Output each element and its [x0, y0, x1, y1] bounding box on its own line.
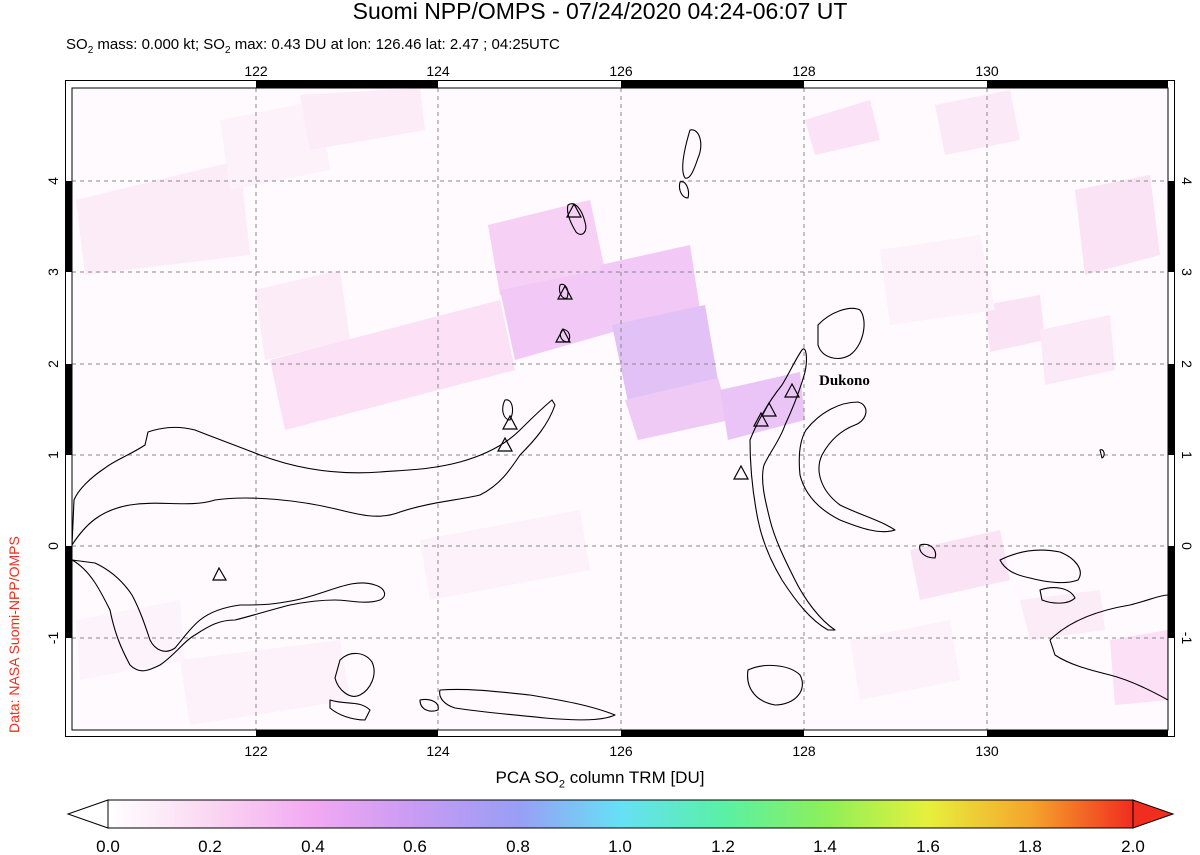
- lon-tick-label: 122: [244, 63, 268, 79]
- lon-tick-label: 130: [975, 63, 999, 79]
- lon-tick-label: 130: [975, 743, 999, 759]
- lon-tick-label: 128: [792, 743, 816, 759]
- colorbar: [66, 799, 1175, 829]
- volcano-icon: [556, 284, 574, 300]
- lat-tick-label: 1: [1179, 451, 1195, 459]
- colorbar-tick-label: 1.4: [813, 837, 837, 855]
- colorbar-tick-label: 0.6: [403, 837, 427, 855]
- lat-tick-label: 1: [45, 451, 61, 459]
- volcano-icon: [732, 464, 750, 480]
- lat-tick-label: 3: [45, 268, 61, 276]
- lon-tick-label: 122: [244, 743, 268, 759]
- lat-labels-left: 4 3 2 1 0 -1: [45, 177, 61, 644]
- halmahera-coastline: [749, 348, 836, 631]
- volcano-icon: [501, 414, 519, 430]
- colorbar-tick-label: 0.0: [96, 837, 120, 855]
- sulawesi-arms: [72, 559, 386, 672]
- lon-tick-label: 126: [609, 743, 633, 759]
- lon-tick-label: 128: [792, 63, 816, 79]
- lat-tick-label: 4: [45, 177, 61, 185]
- colorbar-ticks: 0.0 0.2 0.4 0.6 0.8 1.0 1.2 1.4 1.6 1.8 …: [96, 837, 1145, 855]
- colorbar-tick-label: 1.2: [711, 837, 735, 855]
- volcano-icon: [554, 327, 572, 343]
- volcano-icon: [752, 411, 770, 427]
- lat-tick-label: 4: [1179, 177, 1195, 185]
- lon-tick-label: 124: [426, 743, 450, 759]
- volcano-icon: [212, 566, 228, 581]
- dukono-label: Dukono: [819, 373, 870, 389]
- colorbar-tick-label: 0.8: [506, 837, 530, 855]
- volcano-icon: [783, 382, 801, 398]
- so2-summary: SO2 mass: 0.000 kt; SO2 max: 0.43 DU at …: [66, 36, 560, 56]
- border-bars: [65, 81, 1175, 736]
- lon-labels-bottom: 122 124 126 128 130: [244, 743, 999, 759]
- colorbar-tick-label: 1.6: [916, 837, 940, 855]
- lon-tick-label: 126: [609, 63, 633, 79]
- lat-tick-label: 2: [1179, 360, 1195, 368]
- volcano-markers: [212, 202, 801, 581]
- volcano-icon: [496, 436, 514, 452]
- lon-tick-label: 124: [426, 63, 450, 79]
- so2-pixels: [76, 88, 1168, 725]
- coastlines: [72, 129, 1168, 721]
- colorbar-gradient: [107, 799, 1134, 829]
- lat-tick-label: 3: [1179, 268, 1195, 276]
- lat-tick-label: 0: [45, 542, 61, 550]
- colorbar-tick-label: 2.0: [1121, 837, 1145, 855]
- lat-tick-label: 2: [45, 360, 61, 368]
- lat-tick-label: -1: [45, 632, 61, 645]
- colorbar-tick-label: 0.2: [198, 837, 222, 855]
- lat-tick-label: -1: [1179, 632, 1195, 645]
- map-background: [72, 88, 1168, 730]
- colorbar-max-arrow: [1132, 799, 1175, 829]
- colorbar-min-arrow: [66, 799, 109, 829]
- colorbar-tick-label: 1.0: [608, 837, 632, 855]
- colorbar-tick-label: 1.8: [1018, 837, 1042, 855]
- map-title: Suomi NPP/OMPS - 07/24/2020 04:24-06:07 …: [352, 0, 848, 24]
- lat-labels-right: 4 3 2 1 0 -1: [1179, 177, 1195, 644]
- colorbar-title: PCA SO2 column TRM [DU]: [495, 768, 705, 791]
- lon-labels-top: 122 124 126 128 130: [244, 63, 999, 79]
- lat-tick-label: 0: [1179, 542, 1195, 550]
- colorbar-tick-label: 0.4: [301, 837, 325, 855]
- volcano-icon: [565, 202, 583, 218]
- sulawesi-coastline: [72, 399, 556, 546]
- volcano-icon: [760, 401, 778, 417]
- graticule: [72, 88, 1168, 730]
